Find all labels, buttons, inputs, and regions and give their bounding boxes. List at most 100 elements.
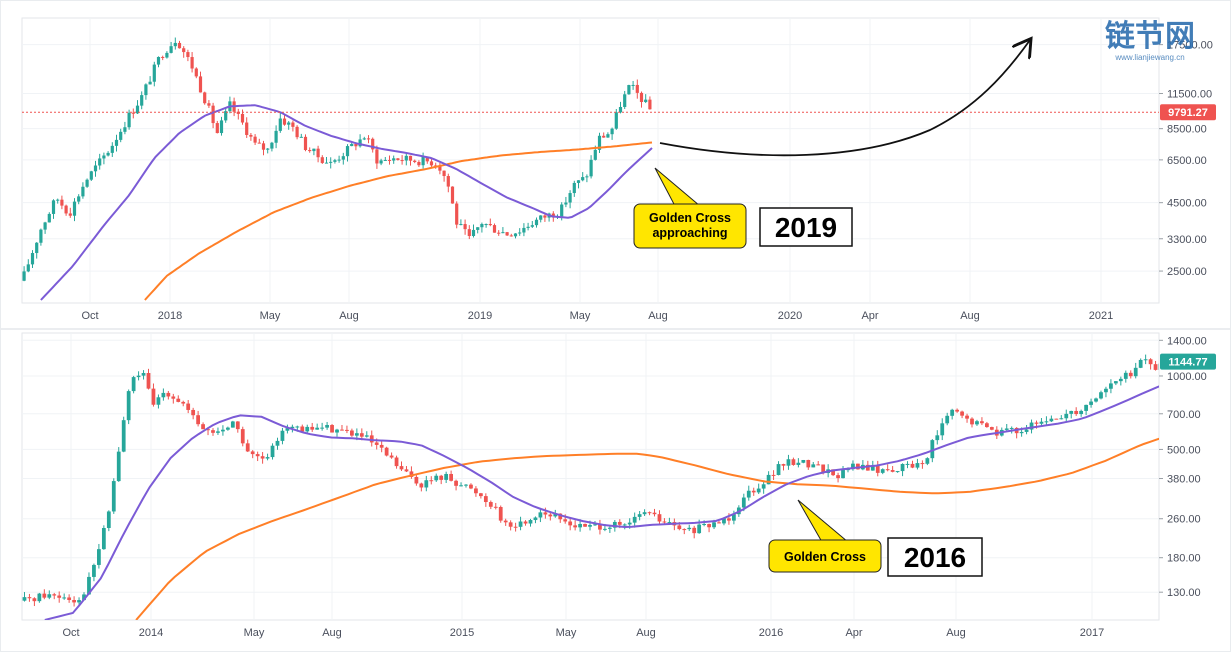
candle-body xyxy=(240,113,245,123)
candle-body xyxy=(219,120,224,134)
candle-body xyxy=(1099,392,1103,399)
candle-body xyxy=(198,76,203,93)
candle-body xyxy=(480,224,484,228)
candle-body xyxy=(389,455,394,458)
candle-body xyxy=(1118,378,1123,382)
candle-body xyxy=(618,106,623,113)
candle-body xyxy=(648,99,652,110)
candle-body xyxy=(37,593,42,602)
candle-body xyxy=(333,160,337,162)
bottom-ma-orange-line xyxy=(135,437,1159,620)
candle-body xyxy=(915,463,920,468)
candle-body xyxy=(637,514,642,517)
candle-body xyxy=(394,457,399,467)
candle-body xyxy=(712,522,716,528)
candle-body xyxy=(176,398,181,402)
top-ma-purple-line xyxy=(40,104,653,301)
candle-body xyxy=(610,128,614,135)
candle-body xyxy=(379,444,384,448)
candle-body xyxy=(196,415,200,425)
candle-body xyxy=(463,224,467,230)
candle-body xyxy=(459,224,463,226)
candle-body xyxy=(236,111,240,114)
candle-body xyxy=(146,373,151,389)
candle-body xyxy=(27,597,32,599)
candle-body xyxy=(106,511,111,528)
candle-body xyxy=(841,469,845,479)
svg-text:www.lianjiewang.cn: www.lianjiewang.cn xyxy=(1114,53,1184,62)
candle-body xyxy=(364,435,369,437)
top-chart-panel: Oct 2018 May Aug 2019 May Aug 2020 Apr Aug 2021 17… xyxy=(21,17,1216,322)
candle-body xyxy=(910,463,915,468)
candle-body xyxy=(746,490,751,498)
candle-body xyxy=(589,159,593,177)
candle-body xyxy=(121,420,126,452)
candle-body xyxy=(221,429,225,432)
candle-body xyxy=(173,42,177,47)
candle-body xyxy=(270,445,275,458)
candle-body xyxy=(875,465,880,473)
candle-body xyxy=(182,48,186,53)
candle-body xyxy=(257,142,261,144)
candle-body xyxy=(72,201,77,216)
top-last-price-badge: 9791.27 xyxy=(1160,104,1216,121)
candle-body xyxy=(989,427,994,430)
candle-body xyxy=(135,105,140,114)
candle-body xyxy=(522,227,526,233)
candle-body xyxy=(261,143,266,150)
candle-body xyxy=(85,179,89,187)
y-tick-label: 3300.00 xyxy=(1167,234,1207,246)
candle-body xyxy=(572,182,576,194)
candle-body xyxy=(325,425,329,428)
svg-text:1144.77: 1144.77 xyxy=(1168,357,1207,369)
candle-body xyxy=(890,470,895,472)
candle-body xyxy=(341,156,345,160)
candle-body xyxy=(692,527,697,534)
candle-body xyxy=(940,423,945,436)
x-tick-label: 2016 xyxy=(759,627,783,639)
candle-body xyxy=(152,64,156,82)
candle-body xyxy=(781,464,786,466)
candle-body xyxy=(203,92,207,104)
candle-body xyxy=(77,600,81,603)
candle-body xyxy=(513,526,518,528)
y-tick-label: 4500.00 xyxy=(1167,198,1207,210)
candle-body xyxy=(985,423,989,428)
candle-body xyxy=(1039,421,1044,424)
candle-body xyxy=(249,134,253,137)
candle-body xyxy=(359,433,364,437)
candle-body xyxy=(387,159,392,161)
candle-body xyxy=(161,56,165,58)
candle-body xyxy=(564,202,568,205)
candle-body xyxy=(97,549,101,565)
golden-cross-callout: Golden Cross xyxy=(768,499,882,573)
candle-body xyxy=(101,527,106,550)
candle-body xyxy=(1123,372,1128,379)
candle-body xyxy=(469,484,473,489)
candle-body xyxy=(335,429,339,433)
candle-body xyxy=(366,138,371,140)
candle-body xyxy=(424,480,429,488)
candle-body xyxy=(722,518,726,524)
candle-body xyxy=(454,480,458,486)
candle-body xyxy=(741,497,746,508)
candle-body xyxy=(22,271,26,281)
candle-body xyxy=(935,435,940,441)
candle-body xyxy=(22,597,27,601)
candle-body xyxy=(558,513,563,520)
candle-body xyxy=(265,457,270,459)
candle-body xyxy=(543,512,548,515)
candle-body xyxy=(806,459,811,468)
candle-body xyxy=(539,215,543,220)
candle-body xyxy=(68,213,72,216)
candle-body xyxy=(528,520,533,524)
candle-body xyxy=(581,177,585,181)
candle-body xyxy=(622,524,627,526)
candle-body xyxy=(362,138,366,140)
candle-body xyxy=(148,81,152,85)
candle-body xyxy=(617,521,622,525)
candle-body xyxy=(171,396,176,399)
candle-body xyxy=(776,464,781,476)
candle-body xyxy=(186,403,191,410)
candle-body xyxy=(320,157,324,163)
